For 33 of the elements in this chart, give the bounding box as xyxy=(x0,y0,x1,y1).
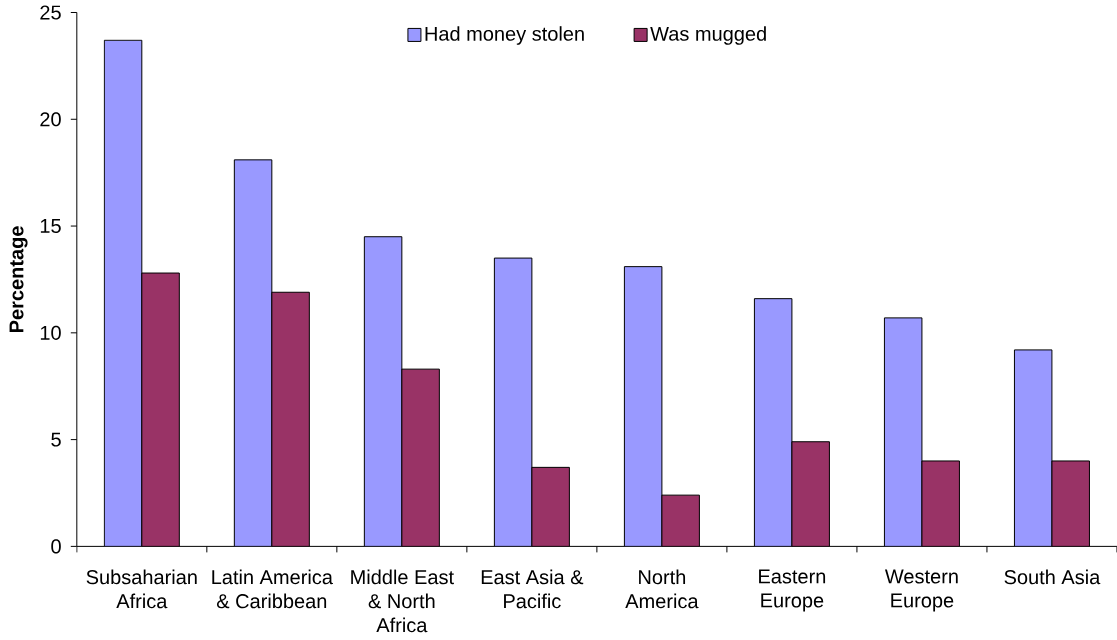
y-tick-label: 5 xyxy=(51,432,61,447)
bar xyxy=(884,317,922,547)
bar xyxy=(271,292,310,547)
bar xyxy=(624,266,662,547)
x-tick-label: Latin America & Caribbean xyxy=(212,569,333,609)
x-tick-label: Eastern Europe xyxy=(759,569,826,612)
y-tick-label: 25 xyxy=(40,5,61,20)
x-tick-label: North America xyxy=(625,569,699,609)
bar xyxy=(364,236,402,547)
bar xyxy=(921,460,960,547)
bar xyxy=(754,298,792,547)
y-tick-label: 15 xyxy=(40,219,61,234)
bar xyxy=(531,467,570,547)
x-tick-label: East Asia & Pacific xyxy=(481,569,584,609)
y-tick-label: 0 xyxy=(51,539,61,554)
x-tick-label: Subsaharian Africa xyxy=(86,569,197,609)
x-tick-label: South Asia xyxy=(1004,569,1101,585)
y-tick-label: 10 xyxy=(40,325,61,340)
legend-label: Had money stolen xyxy=(425,26,584,45)
bar xyxy=(401,369,440,547)
bar xyxy=(494,258,532,547)
legend-label: Was mugged xyxy=(650,26,766,45)
x-tick-label: Middle East & North Africa xyxy=(351,569,454,633)
y-axis-title: Percentage xyxy=(9,226,28,333)
bar xyxy=(141,273,180,547)
bar xyxy=(791,441,830,547)
bar xyxy=(1013,349,1053,547)
bar xyxy=(661,495,700,547)
bar xyxy=(234,159,272,547)
y-tick-label: 20 xyxy=(40,112,61,127)
x-tick-label: Western Europe xyxy=(884,569,958,612)
bar xyxy=(1051,460,1090,547)
bar xyxy=(104,40,142,547)
